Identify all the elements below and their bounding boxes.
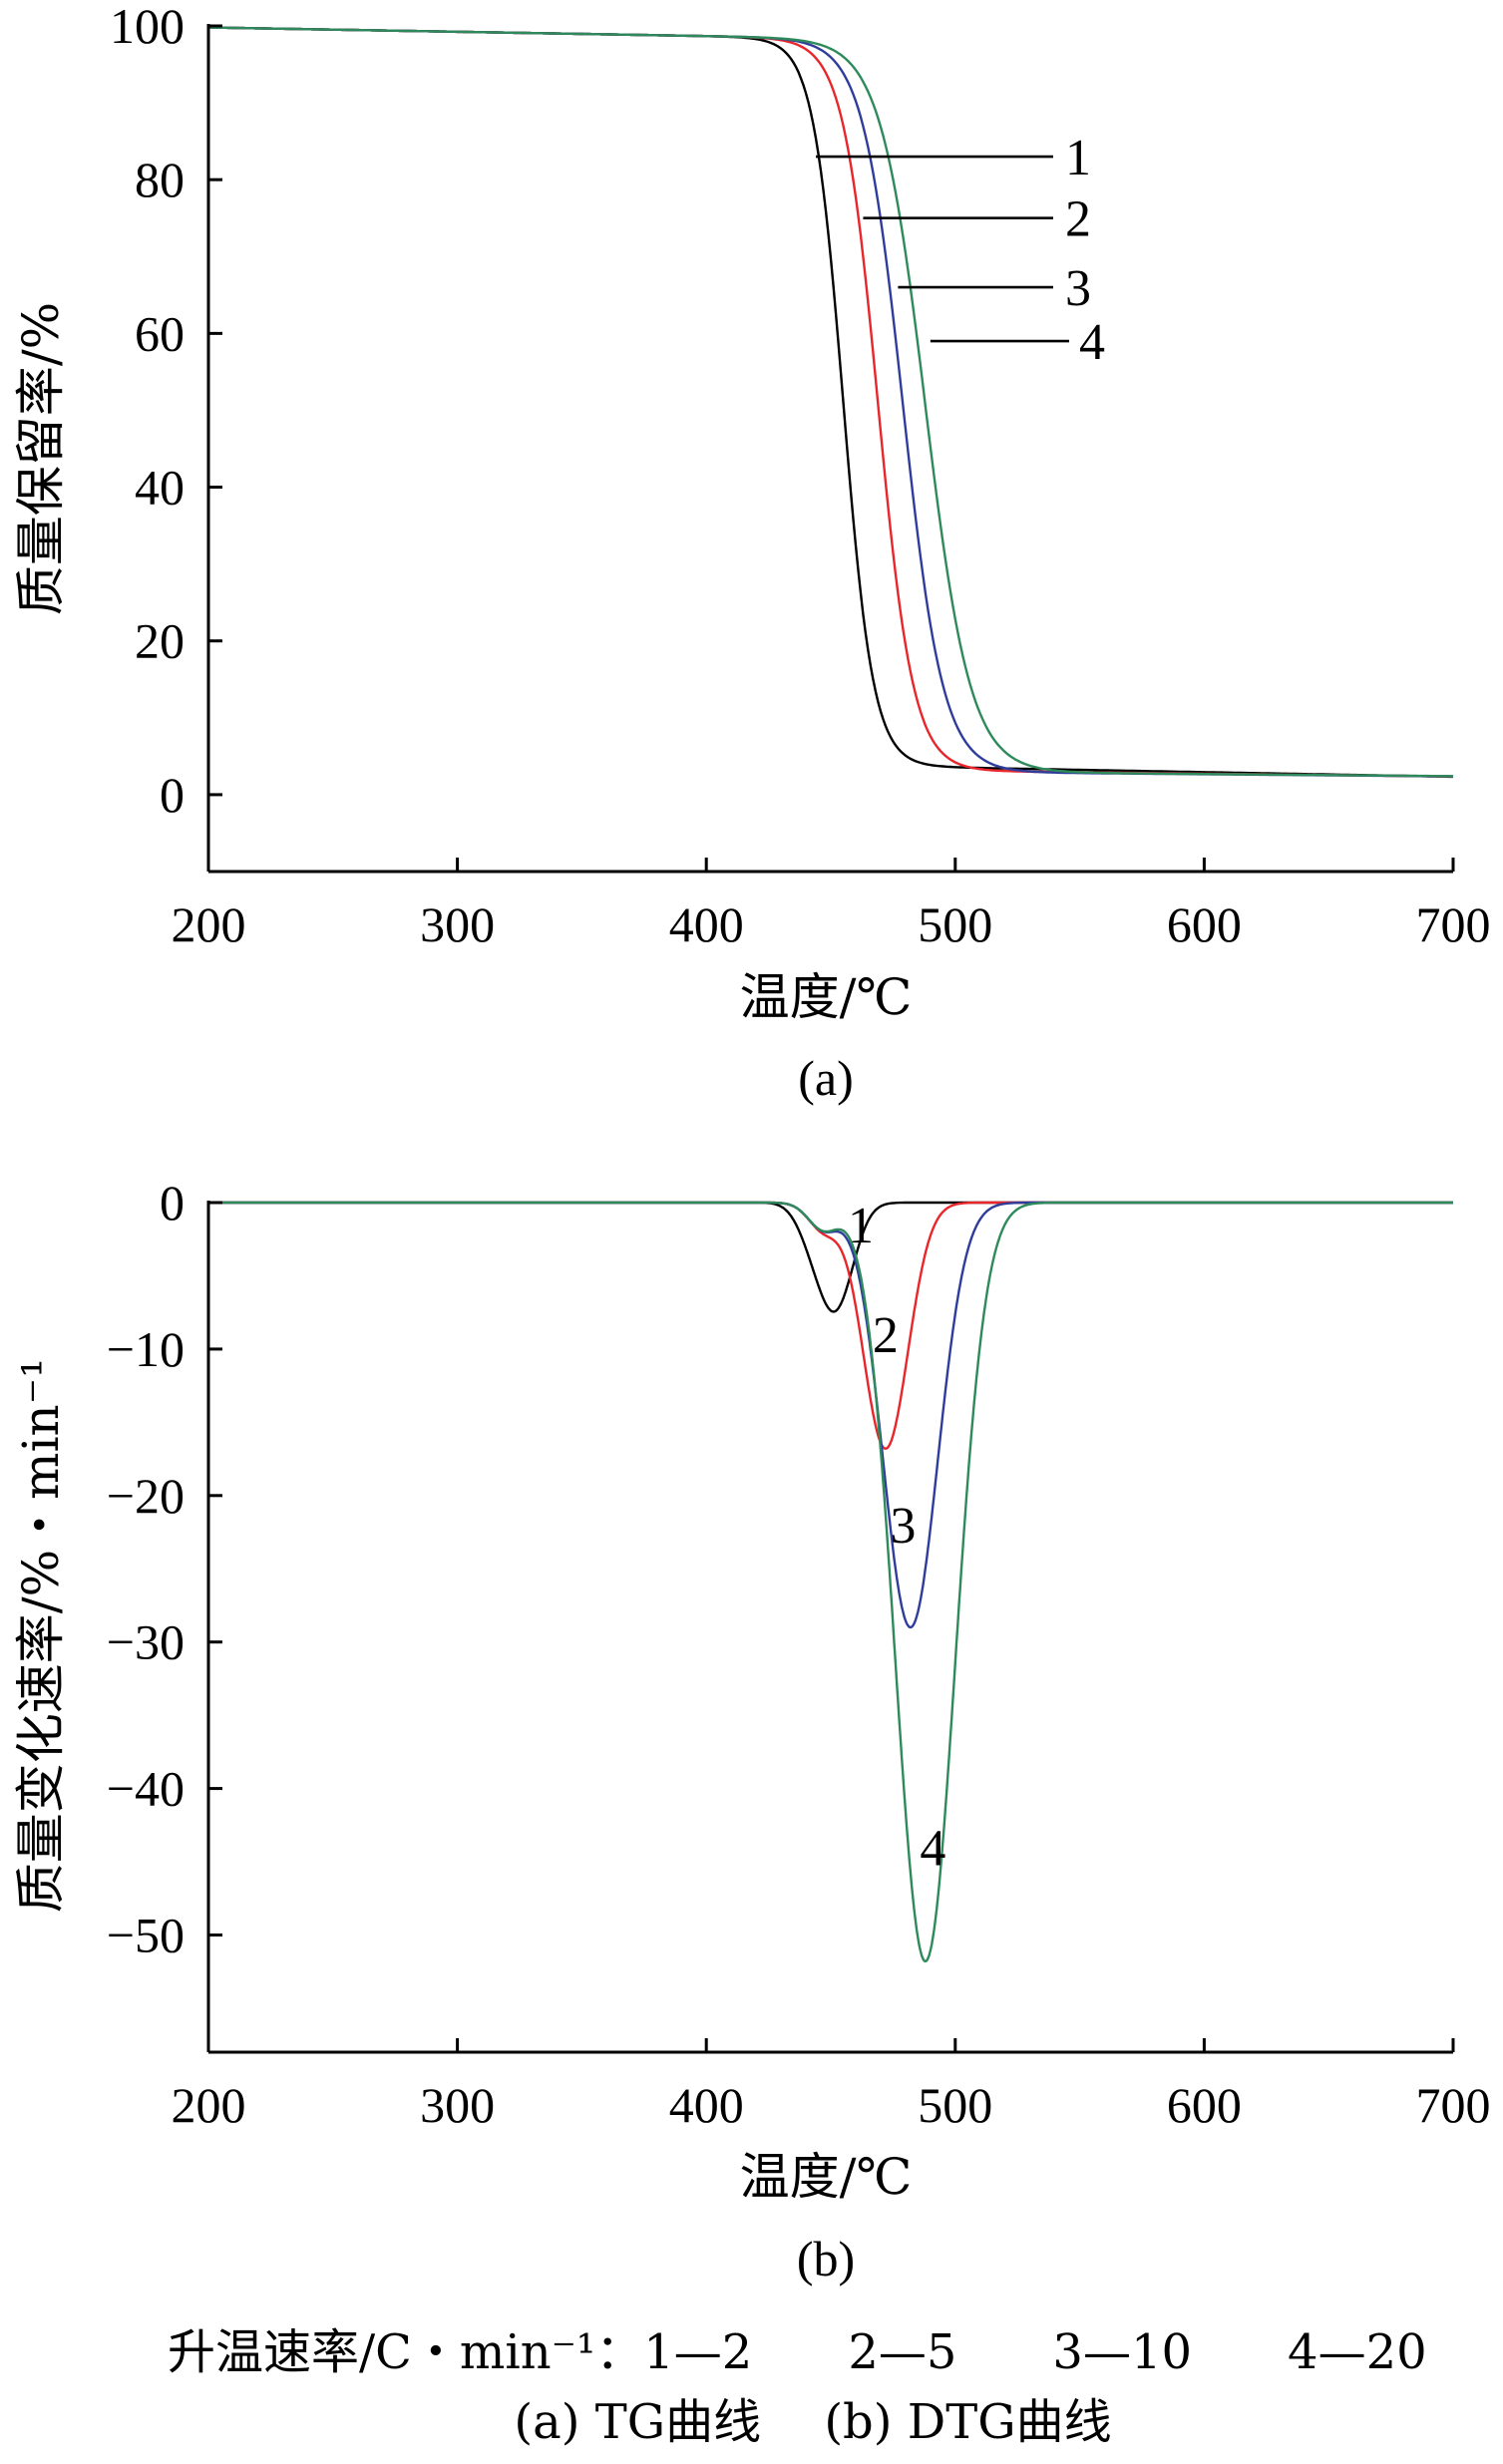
dtg-x-tick-label: 200 — [172, 2077, 246, 2133]
tg-series-2 — [207, 26, 1454, 778]
dtg-series-1 — [208, 1201, 1453, 1313]
tg-y-tick-label: 60 — [135, 305, 185, 361]
dtg-curve-labels: 1 2 3 4 — [848, 1198, 945, 1877]
tg-curve-label-3: 3 — [1065, 260, 1091, 317]
tg-y-tick-label: 80 — [135, 152, 185, 207]
tg-chart: 12 34 200 300 400 500 600 700 0 20 40 60 80 100 温度/℃… — [12, 0, 1491, 1106]
dtg-series-2 — [208, 1201, 1453, 1451]
dtg-y-axis-label: 质量变化速率/%・min⁻¹ — [12, 1358, 70, 1913]
tg-y-axis-label: 质量保留率/% — [12, 302, 70, 615]
tg-series-1 — [207, 26, 1453, 779]
caption-heating-rates: 升温速率/C・min⁻¹：1—2 2—5 3—10 4—20 — [168, 2324, 1427, 2380]
dtg-x-tick-label: 700 — [1416, 2077, 1491, 2133]
tg-x-tick-label: 400 — [669, 896, 744, 952]
dtg-y-tick-label: −10 — [107, 1321, 185, 1377]
tg-curve-label-leaders — [816, 155, 1069, 343]
dtg-y-tick-label: −20 — [107, 1468, 185, 1524]
dtg-series-3 — [208, 1201, 1453, 1629]
dtg-x-tick-label: 500 — [918, 2077, 992, 2133]
caption-panel-titles: (a) TG曲线 (b) DTG曲线 — [514, 2394, 1111, 2450]
tg-curve-label-4: 4 — [1079, 314, 1105, 371]
tg-x-tick-label: 200 — [172, 896, 246, 952]
tg-x-tick-label: 600 — [1167, 896, 1242, 952]
tg-series-4 — [207, 26, 1454, 778]
dtg-axes — [206, 1201, 1453, 2054]
tg-curve-label-2: 2 — [1065, 191, 1091, 248]
dtg-y-tick-label: −50 — [107, 1907, 185, 1962]
tg-curves — [207, 26, 1454, 779]
tg-series-3 — [207, 26, 1454, 778]
dtg-y-tick-label: 0 — [160, 1175, 185, 1231]
tg-ticks: 200 300 400 500 600 700 0 20 40 60 80 100 — [110, 0, 1491, 952]
dtg-x-tick-label: 300 — [420, 2077, 495, 2133]
tg-curve-label-1: 1 — [1065, 130, 1091, 186]
dtg-curve-label-2: 2 — [873, 1307, 899, 1364]
tg-curve-labels: 12 34 — [1065, 130, 1105, 371]
dtg-curve-label-4: 4 — [920, 1820, 945, 1877]
dtg-panel-label: (b) — [797, 2231, 855, 2287]
dtg-series-4 — [208, 1201, 1453, 1963]
tg-y-tick-label: 20 — [135, 613, 185, 669]
dtg-curve-label-3: 3 — [890, 1498, 916, 1555]
dtg-curve-label-1: 1 — [848, 1198, 874, 1254]
dtg-y-tick-label: −40 — [107, 1761, 185, 1817]
tg-y-tick-label: 40 — [135, 460, 185, 516]
dtg-ticks: 200 300 400 500 600 700 0 −10 −20 −30 −40 −50 — [107, 1175, 1491, 2133]
tg-x-axis-label: 温度/℃ — [740, 968, 913, 1026]
dtg-x-tick-label: 400 — [669, 2077, 744, 2133]
dtg-x-tick-label: 600 — [1167, 2077, 1242, 2133]
tg-y-tick-label: 100 — [110, 0, 185, 54]
dtg-x-axis-label: 温度/℃ — [740, 2148, 913, 2206]
dtg-y-tick-label: −30 — [107, 1614, 185, 1670]
tg-x-tick-label: 700 — [1416, 896, 1491, 952]
tg-x-tick-label: 500 — [918, 896, 992, 952]
dtg-curves — [208, 1201, 1453, 1963]
tg-axes — [206, 24, 1453, 874]
tg-panel-label: (a) — [798, 1050, 854, 1106]
tg-y-tick-label: 0 — [160, 767, 185, 823]
tg-x-tick-label: 300 — [420, 896, 495, 952]
